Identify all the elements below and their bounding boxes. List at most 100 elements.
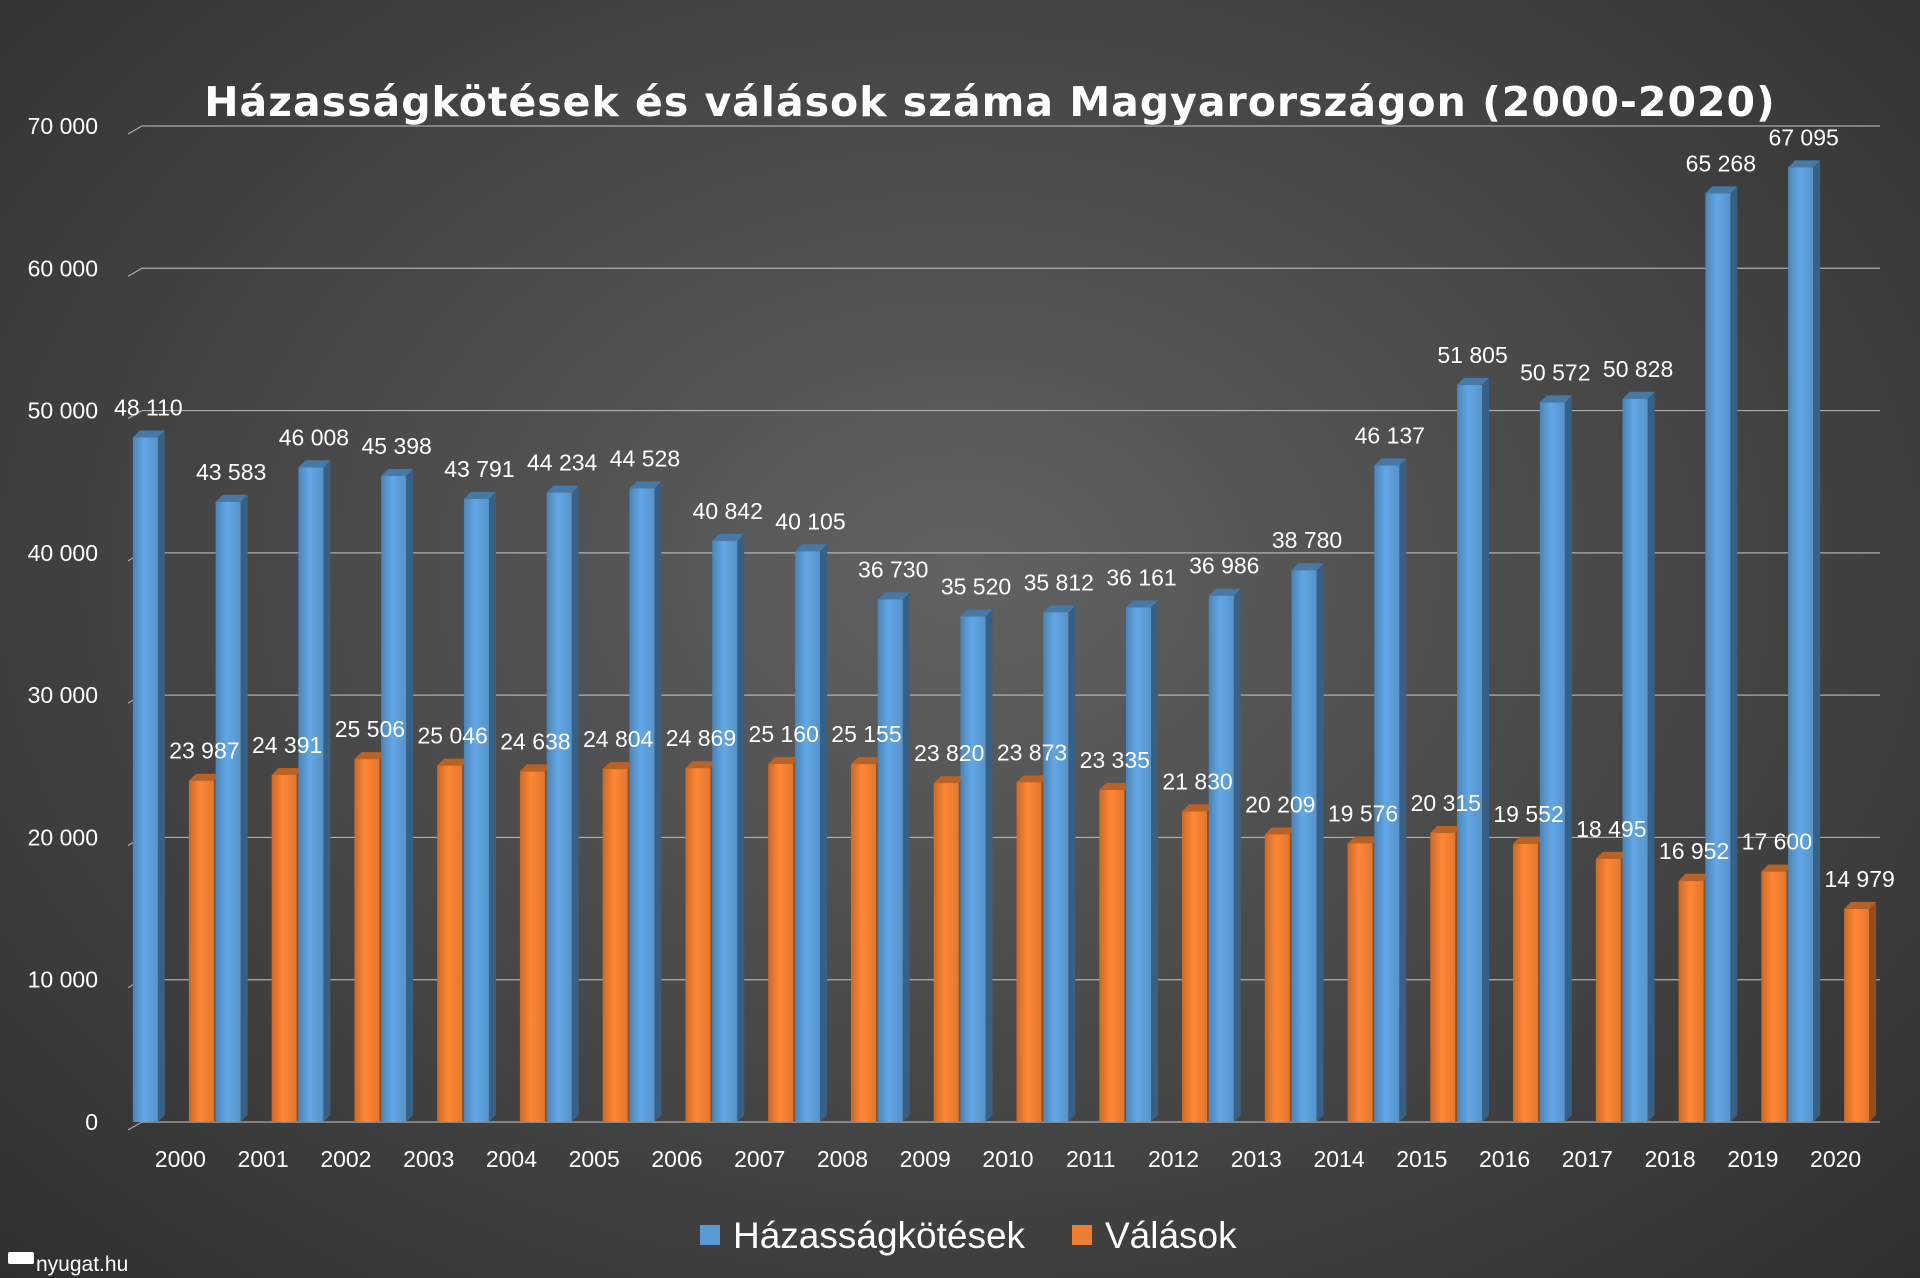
bar (298, 467, 324, 1122)
gridline-depth (127, 1121, 143, 1131)
data-label: 35 520 (941, 574, 1011, 600)
bar-side (902, 592, 910, 1122)
bar-top (1182, 804, 1215, 812)
bar-top (519, 764, 552, 772)
bar-top (1513, 836, 1546, 844)
data-label: 40 105 (775, 508, 845, 534)
bar (1513, 843, 1539, 1122)
bar (850, 764, 876, 1122)
data-label: 24 638 (500, 728, 570, 754)
bar (1126, 607, 1152, 1122)
data-labels: 48 110 23 987 43 583 24 391 46 008 25 506 45 3… (114, 124, 1895, 892)
data-label: 48 110 (114, 394, 183, 420)
y-tick-label: 50 000 (28, 398, 98, 424)
x-tick-label: 2016 (1479, 1146, 1530, 1172)
bar (1182, 811, 1208, 1122)
data-label: 67 095 (1768, 124, 1838, 150)
bar-side (1813, 160, 1821, 1123)
bar-side (571, 485, 579, 1122)
bar-top (1761, 864, 1794, 872)
bar-top (629, 481, 662, 489)
gridline-depth (127, 125, 143, 135)
bar (1043, 612, 1069, 1122)
bar-top (1705, 186, 1738, 194)
legend-swatch-marriages (700, 1225, 720, 1245)
bar (1678, 880, 1704, 1122)
bar-top (1457, 377, 1490, 385)
bar (215, 501, 241, 1122)
bar (712, 540, 738, 1122)
data-label: 43 791 (444, 456, 514, 482)
bar-top (1016, 775, 1049, 783)
data-label: 17 600 (1742, 829, 1812, 855)
bar (1430, 832, 1456, 1122)
bar-side (488, 491, 496, 1122)
x-tick-label: 2006 (651, 1146, 702, 1172)
bar (933, 783, 959, 1122)
x-tick-label: 2008 (817, 1146, 868, 1172)
bar-top (463, 491, 496, 499)
bar (1291, 570, 1317, 1122)
bar (354, 759, 380, 1122)
bar-side (1647, 391, 1655, 1122)
bar (463, 498, 489, 1122)
chart-title: Házasságkötések és válások száma Magyaro… (204, 78, 1776, 126)
bar-top (354, 752, 387, 760)
x-tick-label: 2002 (320, 1146, 371, 1172)
bar-side (1482, 377, 1490, 1122)
bar-top (602, 762, 635, 770)
legend-label-divorces: Válások (1105, 1215, 1237, 1256)
y-tick-label: 0 (85, 1109, 98, 1135)
x-tick-label: 2001 (238, 1146, 289, 1172)
bar-top (768, 757, 801, 765)
data-label: 65 268 (1686, 150, 1756, 176)
bar (1208, 595, 1234, 1122)
bar-top (1430, 825, 1463, 833)
data-label: 23 873 (997, 739, 1067, 765)
x-tick-label: 2012 (1148, 1146, 1199, 1172)
bar (1457, 384, 1483, 1122)
bar-top (298, 460, 331, 468)
data-label: 38 780 (1272, 527, 1342, 553)
bar-side (1151, 600, 1159, 1122)
gridline-depth (127, 410, 143, 420)
x-tick-label: 2000 (155, 1146, 206, 1172)
x-tick-label: 2005 (569, 1146, 620, 1172)
data-label: 46 008 (279, 424, 349, 450)
bar (519, 771, 545, 1122)
bar-side (406, 469, 414, 1123)
bar (1016, 782, 1042, 1122)
bar-top (850, 757, 883, 765)
bar-side (240, 494, 248, 1122)
legend-label-marriages: Házasságkötések (733, 1215, 1026, 1256)
bar-top (1291, 563, 1324, 571)
bar-side (1564, 395, 1572, 1122)
bar-top (381, 469, 414, 477)
data-label: 23 987 (169, 738, 239, 764)
y-tick-label: 70 000 (28, 113, 98, 139)
bar-side (157, 430, 165, 1122)
data-label: 44 528 (610, 445, 680, 471)
bar-side (654, 481, 662, 1122)
data-label: 25 160 (749, 721, 819, 747)
bar (546, 492, 572, 1122)
bar (1622, 398, 1648, 1122)
bar (602, 769, 628, 1122)
x-tick-label: 2015 (1396, 1146, 1447, 1172)
bar-top (437, 758, 470, 766)
bar (381, 476, 407, 1123)
data-label: 20 315 (1411, 790, 1481, 816)
x-tick-label: 2010 (982, 1146, 1033, 1172)
bar (1374, 465, 1400, 1123)
data-label: 25 506 (335, 716, 405, 742)
data-label: 21 830 (1162, 768, 1232, 794)
bar (877, 599, 903, 1122)
bar-top (215, 494, 248, 502)
x-tick-label: 2009 (900, 1146, 951, 1172)
data-label: 44 234 (527, 450, 598, 476)
bar-top (188, 773, 221, 781)
bar-side (819, 544, 827, 1122)
bar-top (1347, 836, 1380, 844)
